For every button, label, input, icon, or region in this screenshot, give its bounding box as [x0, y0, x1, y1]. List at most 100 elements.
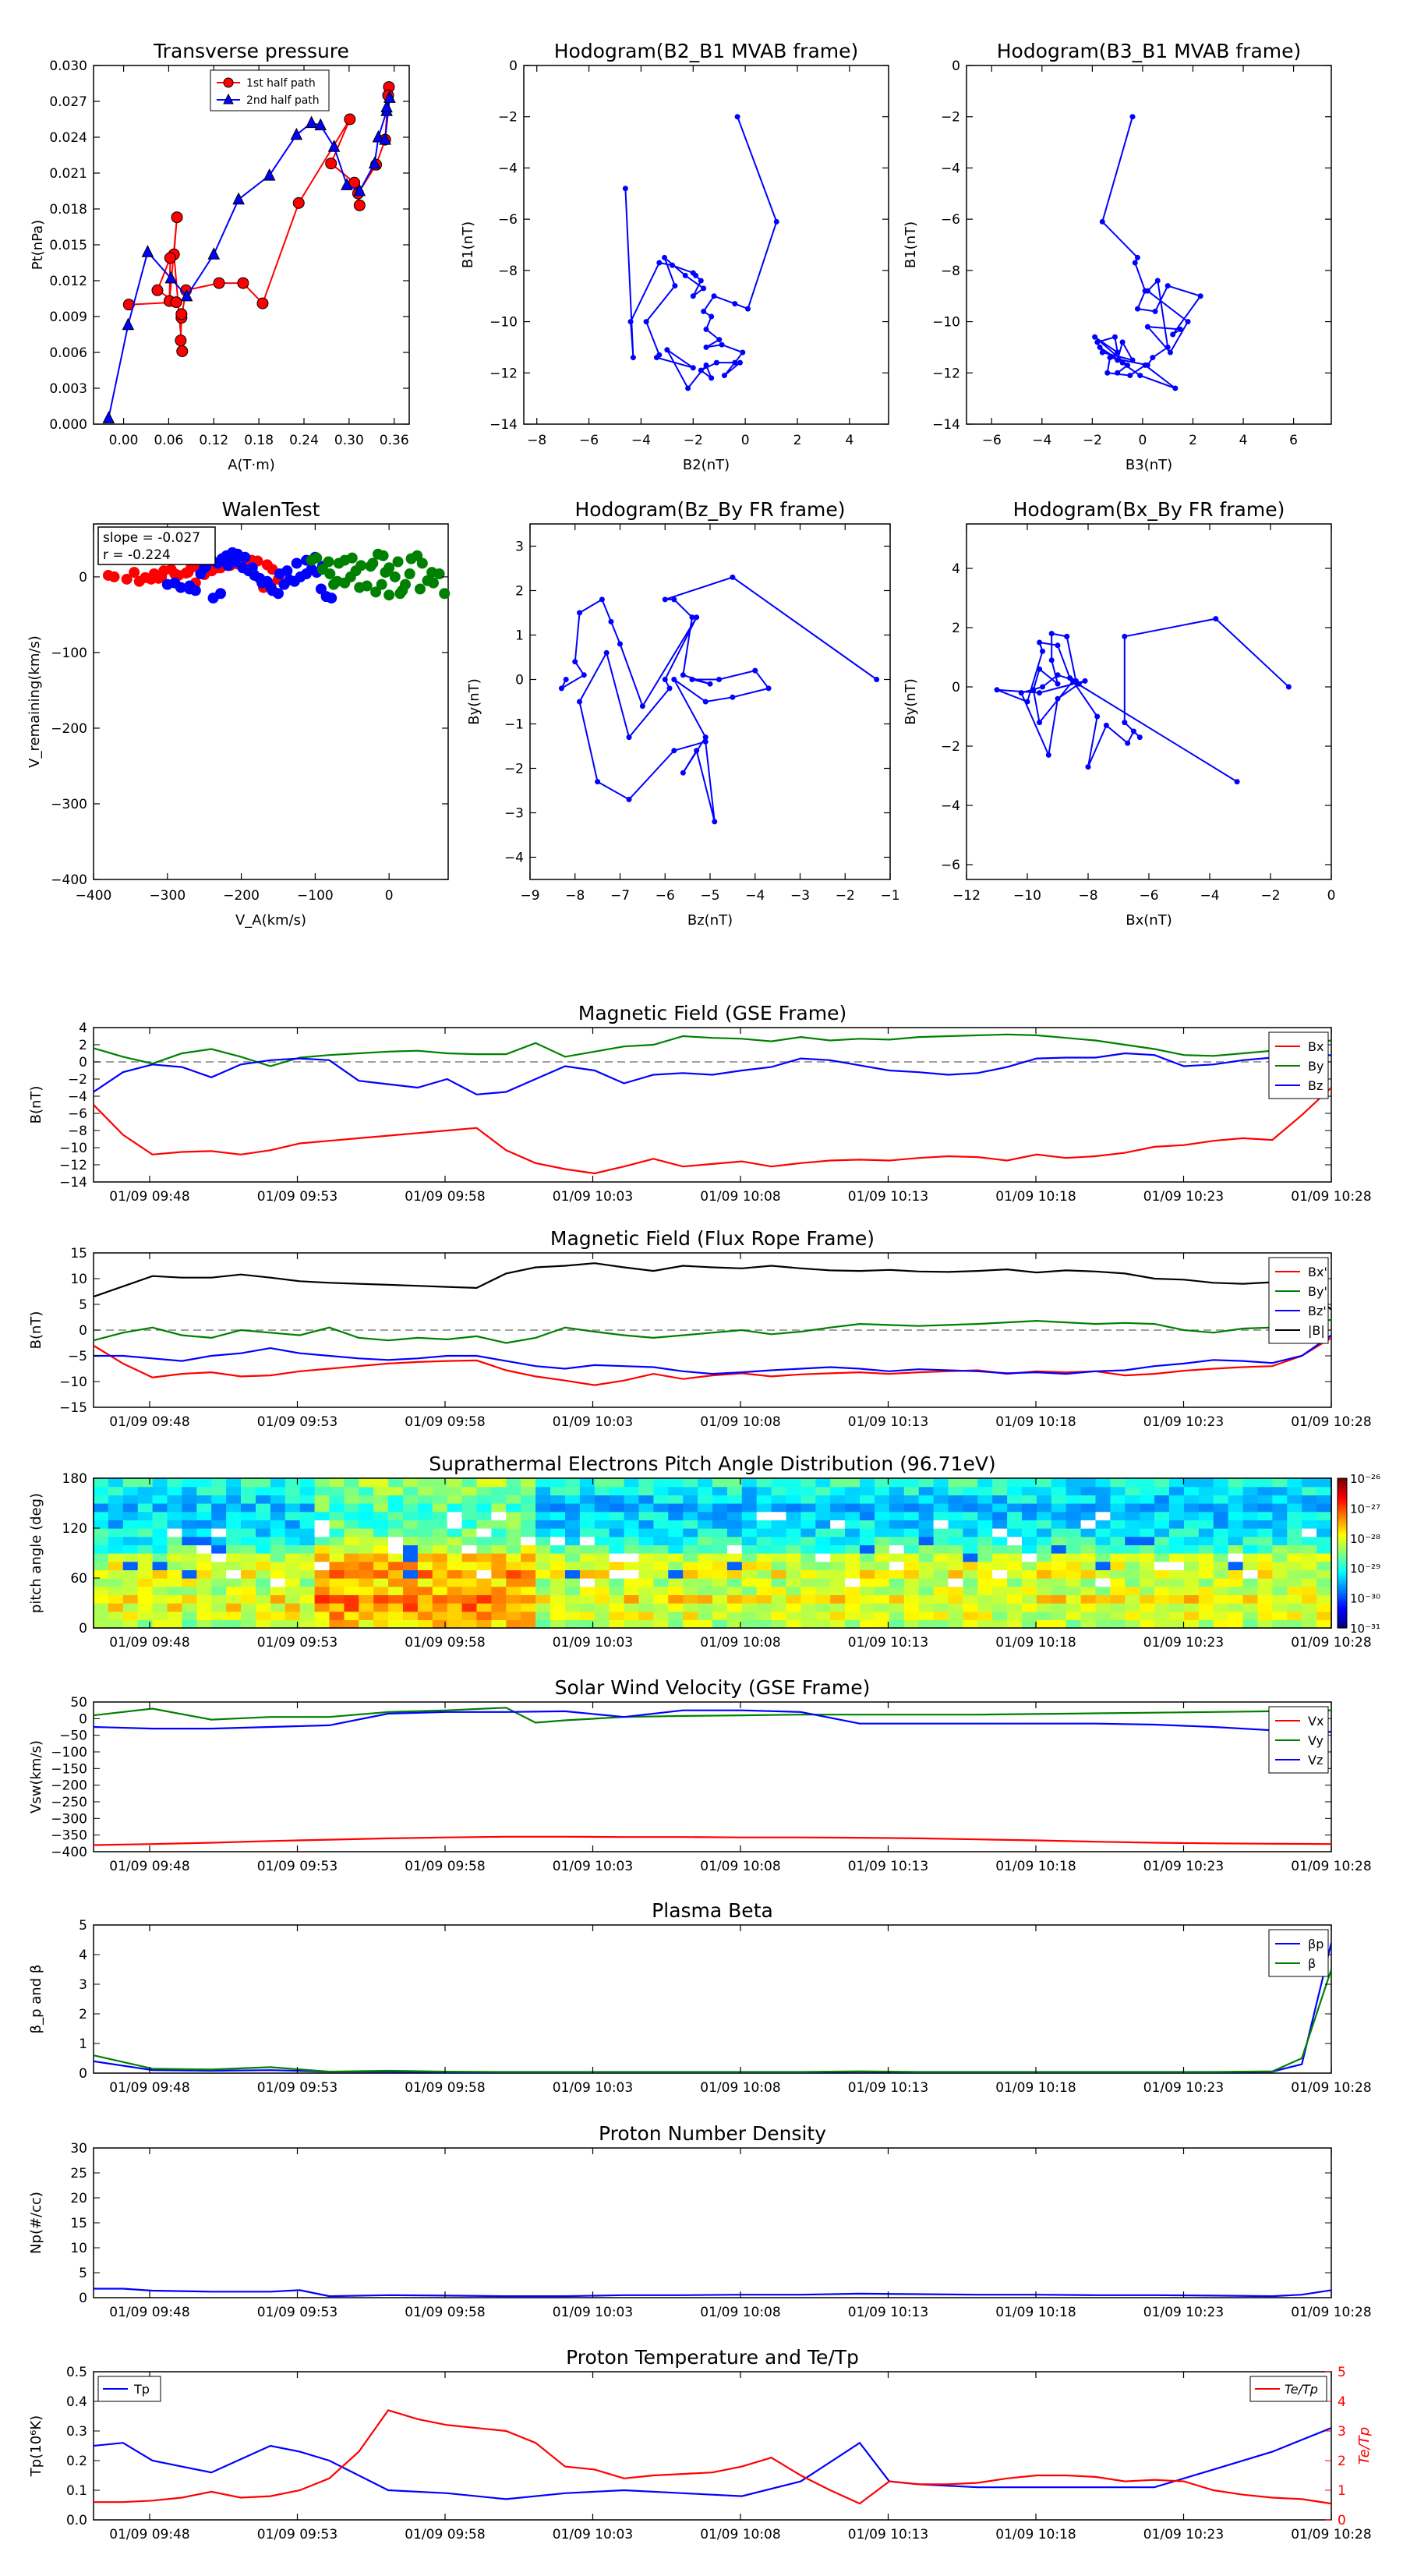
series-line: [94, 1709, 1331, 1733]
heatmap-cell: [521, 1486, 536, 1495]
heatmap-cell: [108, 1486, 124, 1495]
heatmap-cell: [815, 1495, 831, 1504]
heatmap-cell: [624, 1586, 640, 1595]
time-tick-label: 01/09 09:48: [109, 1414, 189, 1430]
heatmap-cell: [1110, 1520, 1126, 1529]
heatmap-cell: [771, 1536, 787, 1545]
heatmap-cell: [270, 1503, 286, 1513]
heatmap-cell: [579, 1528, 595, 1537]
heatmap-cell: [756, 1594, 772, 1604]
heatmap-cell: [461, 1586, 478, 1595]
heatmap-cell: [668, 1536, 684, 1545]
heatmap-cell: [344, 1569, 359, 1579]
heatmap-cell: [712, 1478, 728, 1488]
heatmap-cell: [94, 1536, 109, 1545]
legend-label: By: [1308, 1059, 1323, 1074]
heatmap-cell: [403, 1536, 419, 1545]
heatmap-cell: [137, 1528, 154, 1537]
heatmap-cell: [447, 1553, 463, 1562]
time-tick-label: 01/09 10:08: [700, 1189, 780, 1205]
time-tick-label: 01/09 10:23: [1143, 1635, 1224, 1651]
heatmap-cell: [903, 1578, 920, 1587]
heatmap-cell: [624, 1503, 640, 1513]
heatmap-cell: [1184, 1478, 1200, 1488]
heatmap-cell: [299, 1536, 316, 1545]
heatmap-cell: [948, 1478, 963, 1488]
heatmap-cell: [963, 1545, 978, 1554]
heatmap-cell: [388, 1486, 404, 1495]
heatmap-cell: [432, 1511, 448, 1520]
heatmap-cell: [992, 1619, 1008, 1628]
heatmap-cell: [756, 1569, 772, 1579]
x-tick-label: −8: [565, 888, 585, 904]
heatmap-cell: [299, 1569, 316, 1579]
heatmap-cell: [579, 1478, 595, 1488]
heatmap-cell: [521, 1553, 536, 1562]
heatmap-cell: [1302, 1536, 1317, 1545]
heatmap-cell: [108, 1545, 124, 1554]
heatmap-cell: [771, 1611, 787, 1620]
heatmap-cell: [638, 1553, 654, 1562]
heatmap-cell: [712, 1486, 728, 1495]
x-tick-label: 0.00: [109, 433, 139, 448]
heatmap-cell: [933, 1594, 949, 1604]
heatmap-cell: [977, 1528, 993, 1537]
heatmap-cell: [241, 1561, 256, 1570]
data-point: [341, 178, 353, 190]
heatmap-cell: [903, 1478, 920, 1488]
colorbar-cell: [1338, 1560, 1347, 1564]
plot-frame: [966, 65, 1332, 425]
heatmap-cell: [1022, 1611, 1037, 1620]
time-tick-label: 01/09 10:18: [995, 2080, 1076, 2096]
time-tick-label: 01/09 10:03: [553, 1859, 633, 1874]
heatmap-cell: [152, 1611, 168, 1620]
heatmap-cell: [698, 1536, 713, 1545]
heatmap-cell: [712, 1561, 728, 1570]
heatmap-cell: [903, 1511, 920, 1520]
heatmap-cell: [712, 1619, 728, 1628]
series-line: [94, 1052, 1331, 1095]
heatmap-cell: [284, 1495, 301, 1504]
y-tick-label: −4: [941, 798, 960, 814]
heatmap-cell: [211, 1520, 227, 1529]
heatmap-cell: [344, 1536, 359, 1545]
heatmap-cell: [1036, 1586, 1052, 1595]
data-point: [626, 796, 632, 802]
colorbar-cell: [1338, 1518, 1347, 1521]
colorbar-cell: [1338, 1573, 1347, 1576]
heatmap-cell: [860, 1528, 875, 1537]
colorbar-tick-label: 10⁻³¹: [1350, 1622, 1380, 1636]
heatmap-cell: [211, 1619, 227, 1628]
heatmap-cell: [506, 1511, 521, 1520]
heatmap-cell: [963, 1578, 978, 1587]
heatmap-cell: [889, 1611, 905, 1620]
y-tick-label: 0.024: [49, 130, 87, 146]
heatmap-cell: [1110, 1495, 1126, 1504]
data-point: [323, 556, 334, 568]
heatmap-cell: [1272, 1486, 1288, 1495]
heatmap-cell: [447, 1520, 463, 1529]
heatmap-cell: [108, 1478, 124, 1488]
heatmap-cell: [638, 1520, 654, 1529]
heatmap-cell: [800, 1594, 816, 1604]
heatmap-cell: [653, 1619, 669, 1628]
heatmap-cell: [241, 1586, 256, 1595]
heatmap-cell: [1066, 1486, 1082, 1495]
data-point: [1285, 684, 1292, 690]
heatmap-cell: [609, 1528, 625, 1537]
heatmap-cell: [1242, 1528, 1259, 1537]
heatmap-cell: [977, 1503, 993, 1513]
y-tick-label: 20: [70, 2191, 87, 2206]
heatmap-cell: [521, 1545, 536, 1554]
heatmap-cell: [726, 1586, 743, 1595]
heatmap-cell: [270, 1536, 286, 1545]
heatmap-cell: [461, 1545, 478, 1554]
data-point: [709, 375, 715, 381]
heatmap-cell: [1213, 1478, 1229, 1488]
heatmap-cell: [152, 1511, 168, 1520]
heatmap-cell: [1110, 1569, 1126, 1579]
data-point: [1234, 779, 1240, 785]
heatmap-cell: [211, 1503, 227, 1513]
heatmap-cell: [152, 1569, 168, 1579]
heatmap-cell: [1213, 1569, 1229, 1579]
